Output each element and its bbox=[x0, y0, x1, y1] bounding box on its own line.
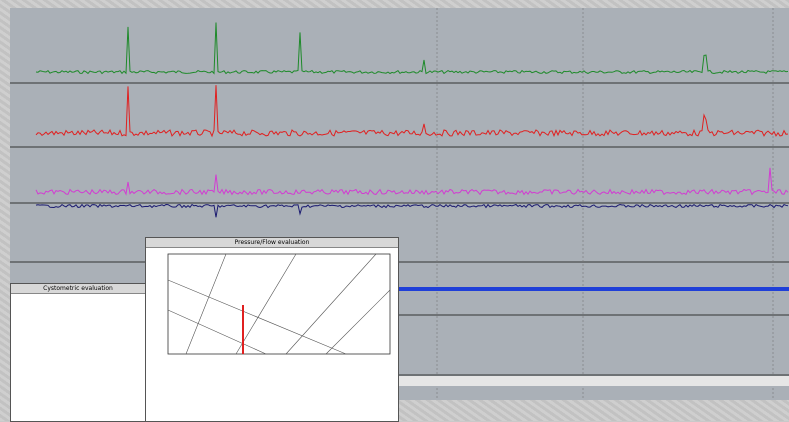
window-title: Pressure/Flow evaluation bbox=[146, 238, 398, 248]
green-trace bbox=[35, 22, 789, 75]
navy-trace bbox=[35, 203, 789, 218]
window-title: Cystometric evaluation bbox=[11, 284, 145, 294]
pressure-flow-window: Pressure/Flow evaluation bbox=[145, 237, 399, 422]
event-lines bbox=[436, 8, 774, 400]
time-axis bbox=[395, 376, 789, 386]
cystometric-window: Cystometric evaluation bbox=[10, 283, 146, 422]
dividers bbox=[10, 82, 789, 376]
red-trace bbox=[35, 85, 789, 138]
nomogram bbox=[167, 253, 391, 355]
magenta-trace bbox=[35, 167, 789, 196]
